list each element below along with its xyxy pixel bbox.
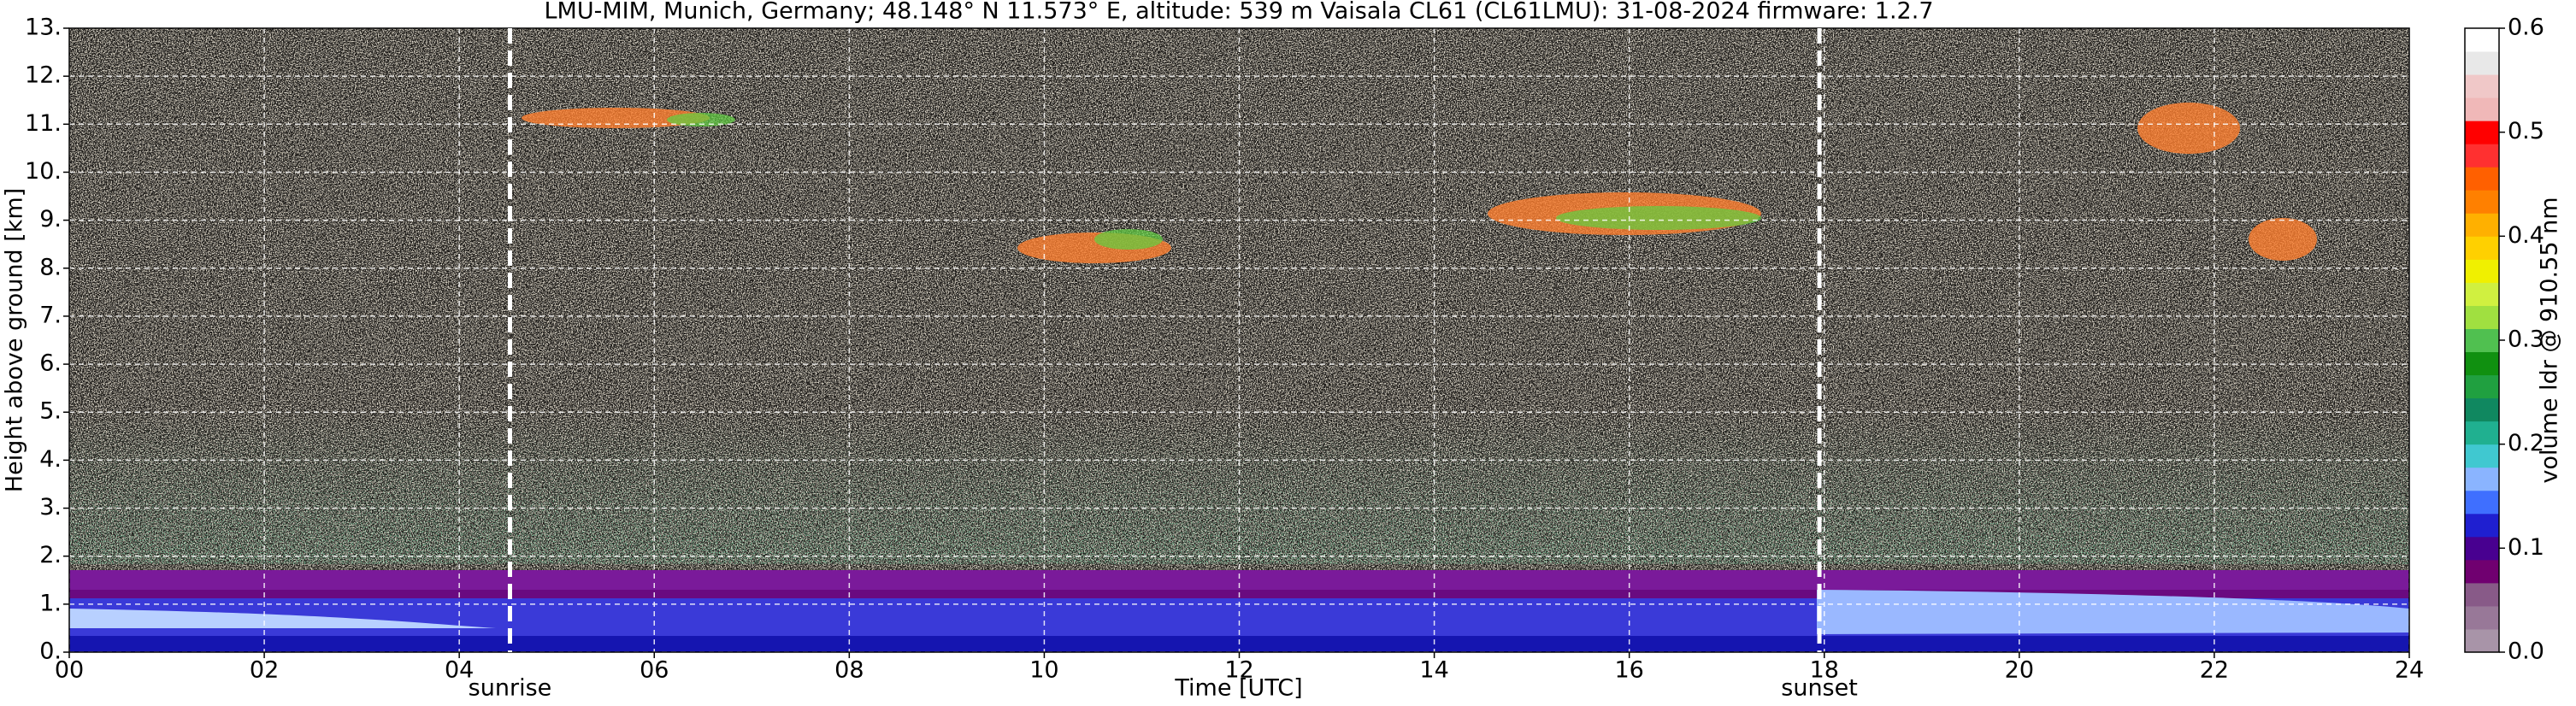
y-tick-label: 4. — [39, 446, 62, 473]
annotation-label: sunrise — [469, 675, 552, 702]
colorbar-swatch — [2465, 397, 2499, 422]
colorbar-tick-label: 0.5 — [2508, 118, 2544, 144]
colorbar-swatch — [2465, 167, 2499, 191]
colorbar-tick-label: 0.1 — [2508, 534, 2544, 561]
x-tick-label: 14 — [1419, 657, 1448, 684]
x-tick-label: 20 — [2005, 657, 2034, 684]
y-tick-label: 10. — [25, 158, 62, 185]
colorbar-label: volume ldr @ 910.55 nm — [2537, 197, 2563, 484]
colorbar-swatch — [2465, 74, 2499, 98]
grid — [68, 27, 2410, 653]
x-tick-label: 08 — [834, 657, 864, 684]
y-tick-label: 11. — [25, 110, 62, 137]
colorbar-swatch — [2465, 282, 2499, 306]
x-tick-label: 02 — [250, 657, 279, 684]
y-tick-label: 13. — [25, 15, 62, 41]
y-tick-label: 5. — [39, 398, 62, 425]
colorbar-swatch — [2465, 559, 2499, 584]
x-tick-label: 18 — [1810, 657, 1839, 684]
colorbar-swatch — [2465, 51, 2499, 75]
x-tick-label: 04 — [445, 657, 474, 684]
colorbar-tick-label: 0.2 — [2508, 430, 2544, 456]
colorbar-swatch — [2465, 305, 2499, 329]
colorbar-swatch — [2465, 605, 2499, 630]
y-tick-label: 8. — [39, 254, 62, 280]
x-axis-label: Time [UTC] — [1174, 675, 1302, 702]
colorbar-swatch — [2465, 259, 2499, 283]
colorbar-swatch — [2465, 374, 2499, 399]
colorbar-tick-label: 0.4 — [2508, 222, 2544, 249]
y-tick-label: 12. — [25, 62, 62, 89]
colorbar-swatch — [2465, 351, 2499, 376]
x-tick-label: 16 — [1614, 657, 1643, 684]
y-axis-label: Height above ground [km] — [2, 188, 28, 492]
chart-title: LMU-MIM, Munich, Germany; 48.148° N 11.5… — [544, 0, 1933, 25]
colorbar-swatch — [2465, 236, 2499, 260]
colorbar-swatch — [2465, 582, 2499, 607]
y-tick-label: 3. — [39, 494, 62, 521]
annotation-label: sunset — [1781, 675, 1858, 702]
x-tick-label: 00 — [55, 657, 84, 684]
colorbar-tick-label: 0.0 — [2508, 638, 2544, 665]
colorbar-swatch — [2465, 513, 2499, 538]
colorbar-swatch — [2465, 121, 2499, 144]
colorbar-tick-label: 0.3 — [2508, 327, 2544, 353]
colorbar-tick-label: 0.6 — [2508, 15, 2544, 41]
x-tick-label: 12 — [1224, 657, 1253, 684]
colorbar-swatch — [2465, 444, 2499, 468]
x-tick-label: 22 — [2200, 657, 2229, 684]
x-tick-label: 24 — [2395, 657, 2424, 684]
colorbar-swatch — [2465, 467, 2499, 491]
x-tick-label: 06 — [640, 657, 669, 684]
y-tick-label: 9. — [39, 206, 62, 232]
colorbar-swatch — [2465, 421, 2499, 445]
x-tick-label: 10 — [1029, 657, 1058, 684]
colorbar-swatch — [2465, 144, 2499, 168]
colorbar-swatch — [2465, 213, 2499, 237]
y-tick-label: 7. — [39, 302, 62, 328]
colorbar-swatch — [2465, 97, 2499, 121]
colorbar-swatch — [2465, 536, 2499, 561]
colorbar-swatch — [2465, 28, 2499, 52]
y-tick-label: 1. — [39, 590, 62, 616]
y-tick-label: 6. — [39, 350, 62, 377]
colorbar-swatch — [2465, 490, 2499, 515]
y-tick-label: 0. — [39, 638, 62, 665]
colorbar-swatch — [2465, 628, 2499, 653]
y-tick-label: 2. — [39, 542, 62, 568]
colorbar-swatch — [2465, 328, 2499, 353]
colorbar-swatch — [2465, 190, 2499, 214]
